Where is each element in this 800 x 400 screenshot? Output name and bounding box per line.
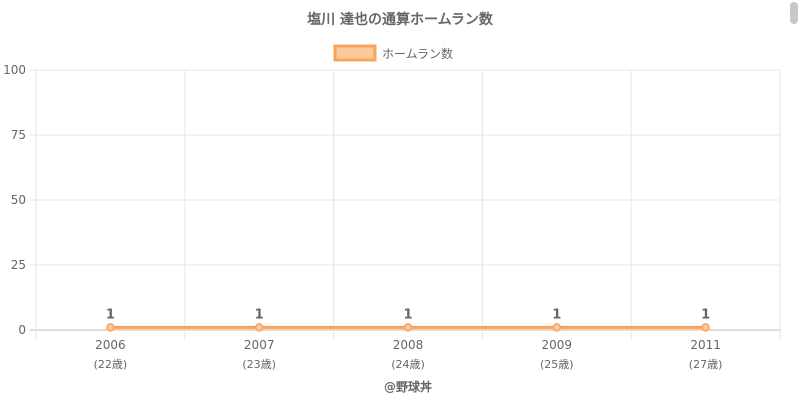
x-tick-sublabel: (22歳) [94, 358, 128, 371]
x-tick-sublabel: (23歳) [242, 358, 276, 371]
x-tick-label: 2011 [690, 338, 721, 352]
data-point[interactable] [254, 323, 264, 332]
y-axis: 0 25 50 75 100 [3, 63, 26, 337]
legend[interactable]: ホームラン数 [333, 44, 453, 62]
x-tick-label: 2008 [393, 338, 424, 352]
x-axis: 2006 (22歳) 2007 (23歳) 2008 (24歳) 2009 (25歳) 2011… [94, 338, 723, 371]
data-labels: 1 1 1 1 1 [106, 307, 710, 322]
y-tick-label: 25 [11, 258, 26, 272]
data-point[interactable] [403, 323, 413, 332]
legend-label: ホームラン数 [382, 46, 453, 61]
y-tick-label: 75 [11, 128, 26, 142]
x-tick-sublabel: (24歳) [391, 358, 425, 371]
credit-label: @野球丼 [384, 379, 432, 394]
data-label: 1 [403, 307, 412, 322]
data-point[interactable] [552, 323, 562, 332]
y-tick-label: 100 [3, 63, 26, 77]
x-tick-sublabel: (27歳) [689, 358, 723, 371]
legend-swatch [333, 44, 377, 62]
data-label: 1 [552, 307, 561, 322]
data-point[interactable] [106, 323, 115, 332]
x-tick-label: 2006 [95, 338, 126, 352]
data-point[interactable] [701, 323, 710, 332]
grid [30, 69, 781, 340]
data-label: 1 [255, 307, 264, 322]
x-tick-sublabel: (25歳) [540, 358, 574, 371]
chart-title: 塩川 達也の通算ホームラン数 [307, 11, 494, 28]
data-label: 1 [106, 307, 115, 322]
series [106, 323, 710, 332]
y-tick-label: 0 [18, 323, 26, 337]
scrollbar[interactable] [790, 2, 798, 24]
x-tick-label: 2007 [244, 338, 275, 352]
data-label: 1 [701, 307, 710, 322]
x-tick-label: 2009 [542, 338, 573, 352]
y-tick-label: 50 [11, 193, 26, 207]
